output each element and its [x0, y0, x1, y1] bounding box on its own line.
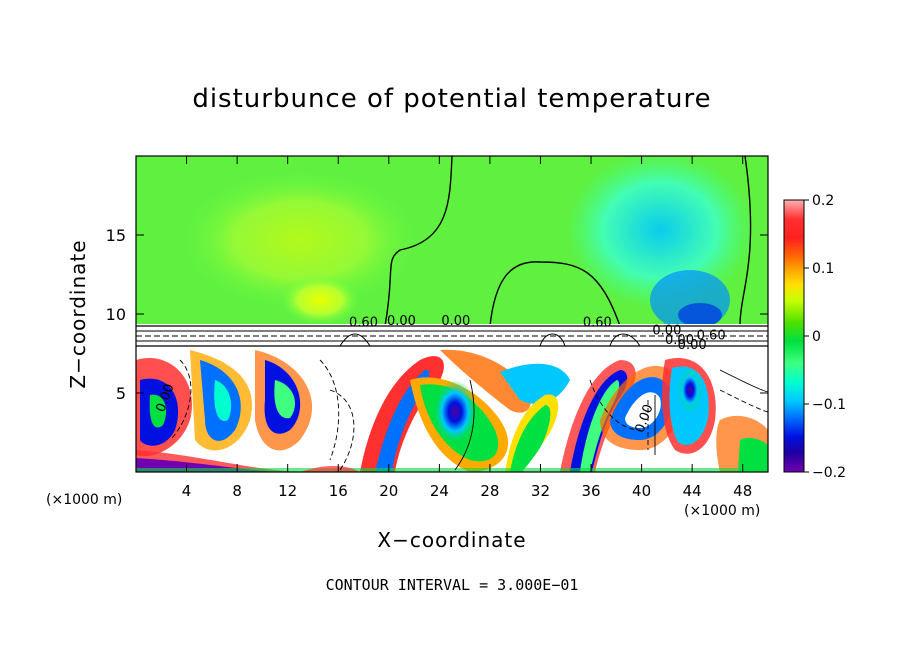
contour-label: 0.60: [349, 316, 378, 331]
zero-contour-upper-right: [739, 156, 752, 327]
lower-turbulent-structures: [136, 349, 768, 472]
colorbar: [783, 199, 805, 473]
zero-contour-upper-mid: [489, 261, 621, 327]
colorbar-tick-label: 0.1: [812, 261, 834, 277]
contour-label: 0.00: [441, 314, 470, 329]
upper-cool-patch: [565, 156, 755, 310]
contour-interval-note: CONTOUR INTERVAL = 3.000E−01: [325, 576, 579, 594]
x-tick-label: 8: [232, 482, 242, 500]
colorbar-tick-label: 0: [812, 329, 821, 345]
y-tick-label: 15: [106, 226, 126, 245]
x-tick-label: 12: [278, 482, 297, 500]
upper-warm-patch: [180, 170, 420, 310]
x-tick-label: 36: [581, 482, 600, 500]
x-tick-label: 24: [430, 482, 449, 500]
x-tick-label: 4: [182, 482, 192, 500]
x-tick-label: 44: [683, 482, 702, 500]
field-plot-area: [136, 156, 768, 472]
contour-label: 0.00: [665, 333, 694, 348]
x-tick-label: 20: [379, 482, 398, 500]
contour-label: 0.00: [678, 338, 707, 353]
x-tick-label: 16: [329, 482, 348, 500]
contour-label: 0.00: [387, 314, 416, 329]
y-tick-label: 5: [116, 384, 126, 403]
colorbar-tick-label: −0.2: [812, 465, 846, 481]
colorbar-tick-label: −0.1: [812, 397, 846, 413]
contour-label: 0.00: [652, 324, 681, 339]
x-axis-unit-left: (×1000 m): [46, 492, 123, 508]
x-axis-label: X−coordinate: [377, 528, 527, 552]
contour-label: 0.60: [583, 316, 612, 331]
lower-contours: [169, 359, 768, 471]
chart-title: disturbunce of potential temperature: [192, 84, 712, 114]
x-tick-label: 48: [733, 482, 752, 500]
zero-contour-upper-left: [384, 156, 453, 327]
y-axis-label: Z−coordinate: [66, 239, 90, 389]
contour-label: 0.60: [697, 328, 726, 343]
x-tick-label: 32: [531, 482, 550, 500]
x-tick-label: 28: [480, 482, 499, 500]
x-axis-unit-right: (×1000 m): [684, 503, 761, 519]
upper-cool-deep: [678, 303, 722, 327]
colorbar-ticks: 0.2 0.1 0 −0.1 −0.2: [804, 193, 846, 481]
upper-warm-core: [280, 275, 360, 325]
colorbar-tick-label: 0.2: [812, 193, 834, 209]
y-axis-ticks: 5 10 15: [106, 226, 768, 403]
x-axis-ticks: 4 8 12 16 20 24 28 32 36 40 44 48: [182, 156, 752, 500]
x-tick-label: 40: [632, 482, 651, 500]
y-tick-label: 10: [106, 305, 126, 324]
